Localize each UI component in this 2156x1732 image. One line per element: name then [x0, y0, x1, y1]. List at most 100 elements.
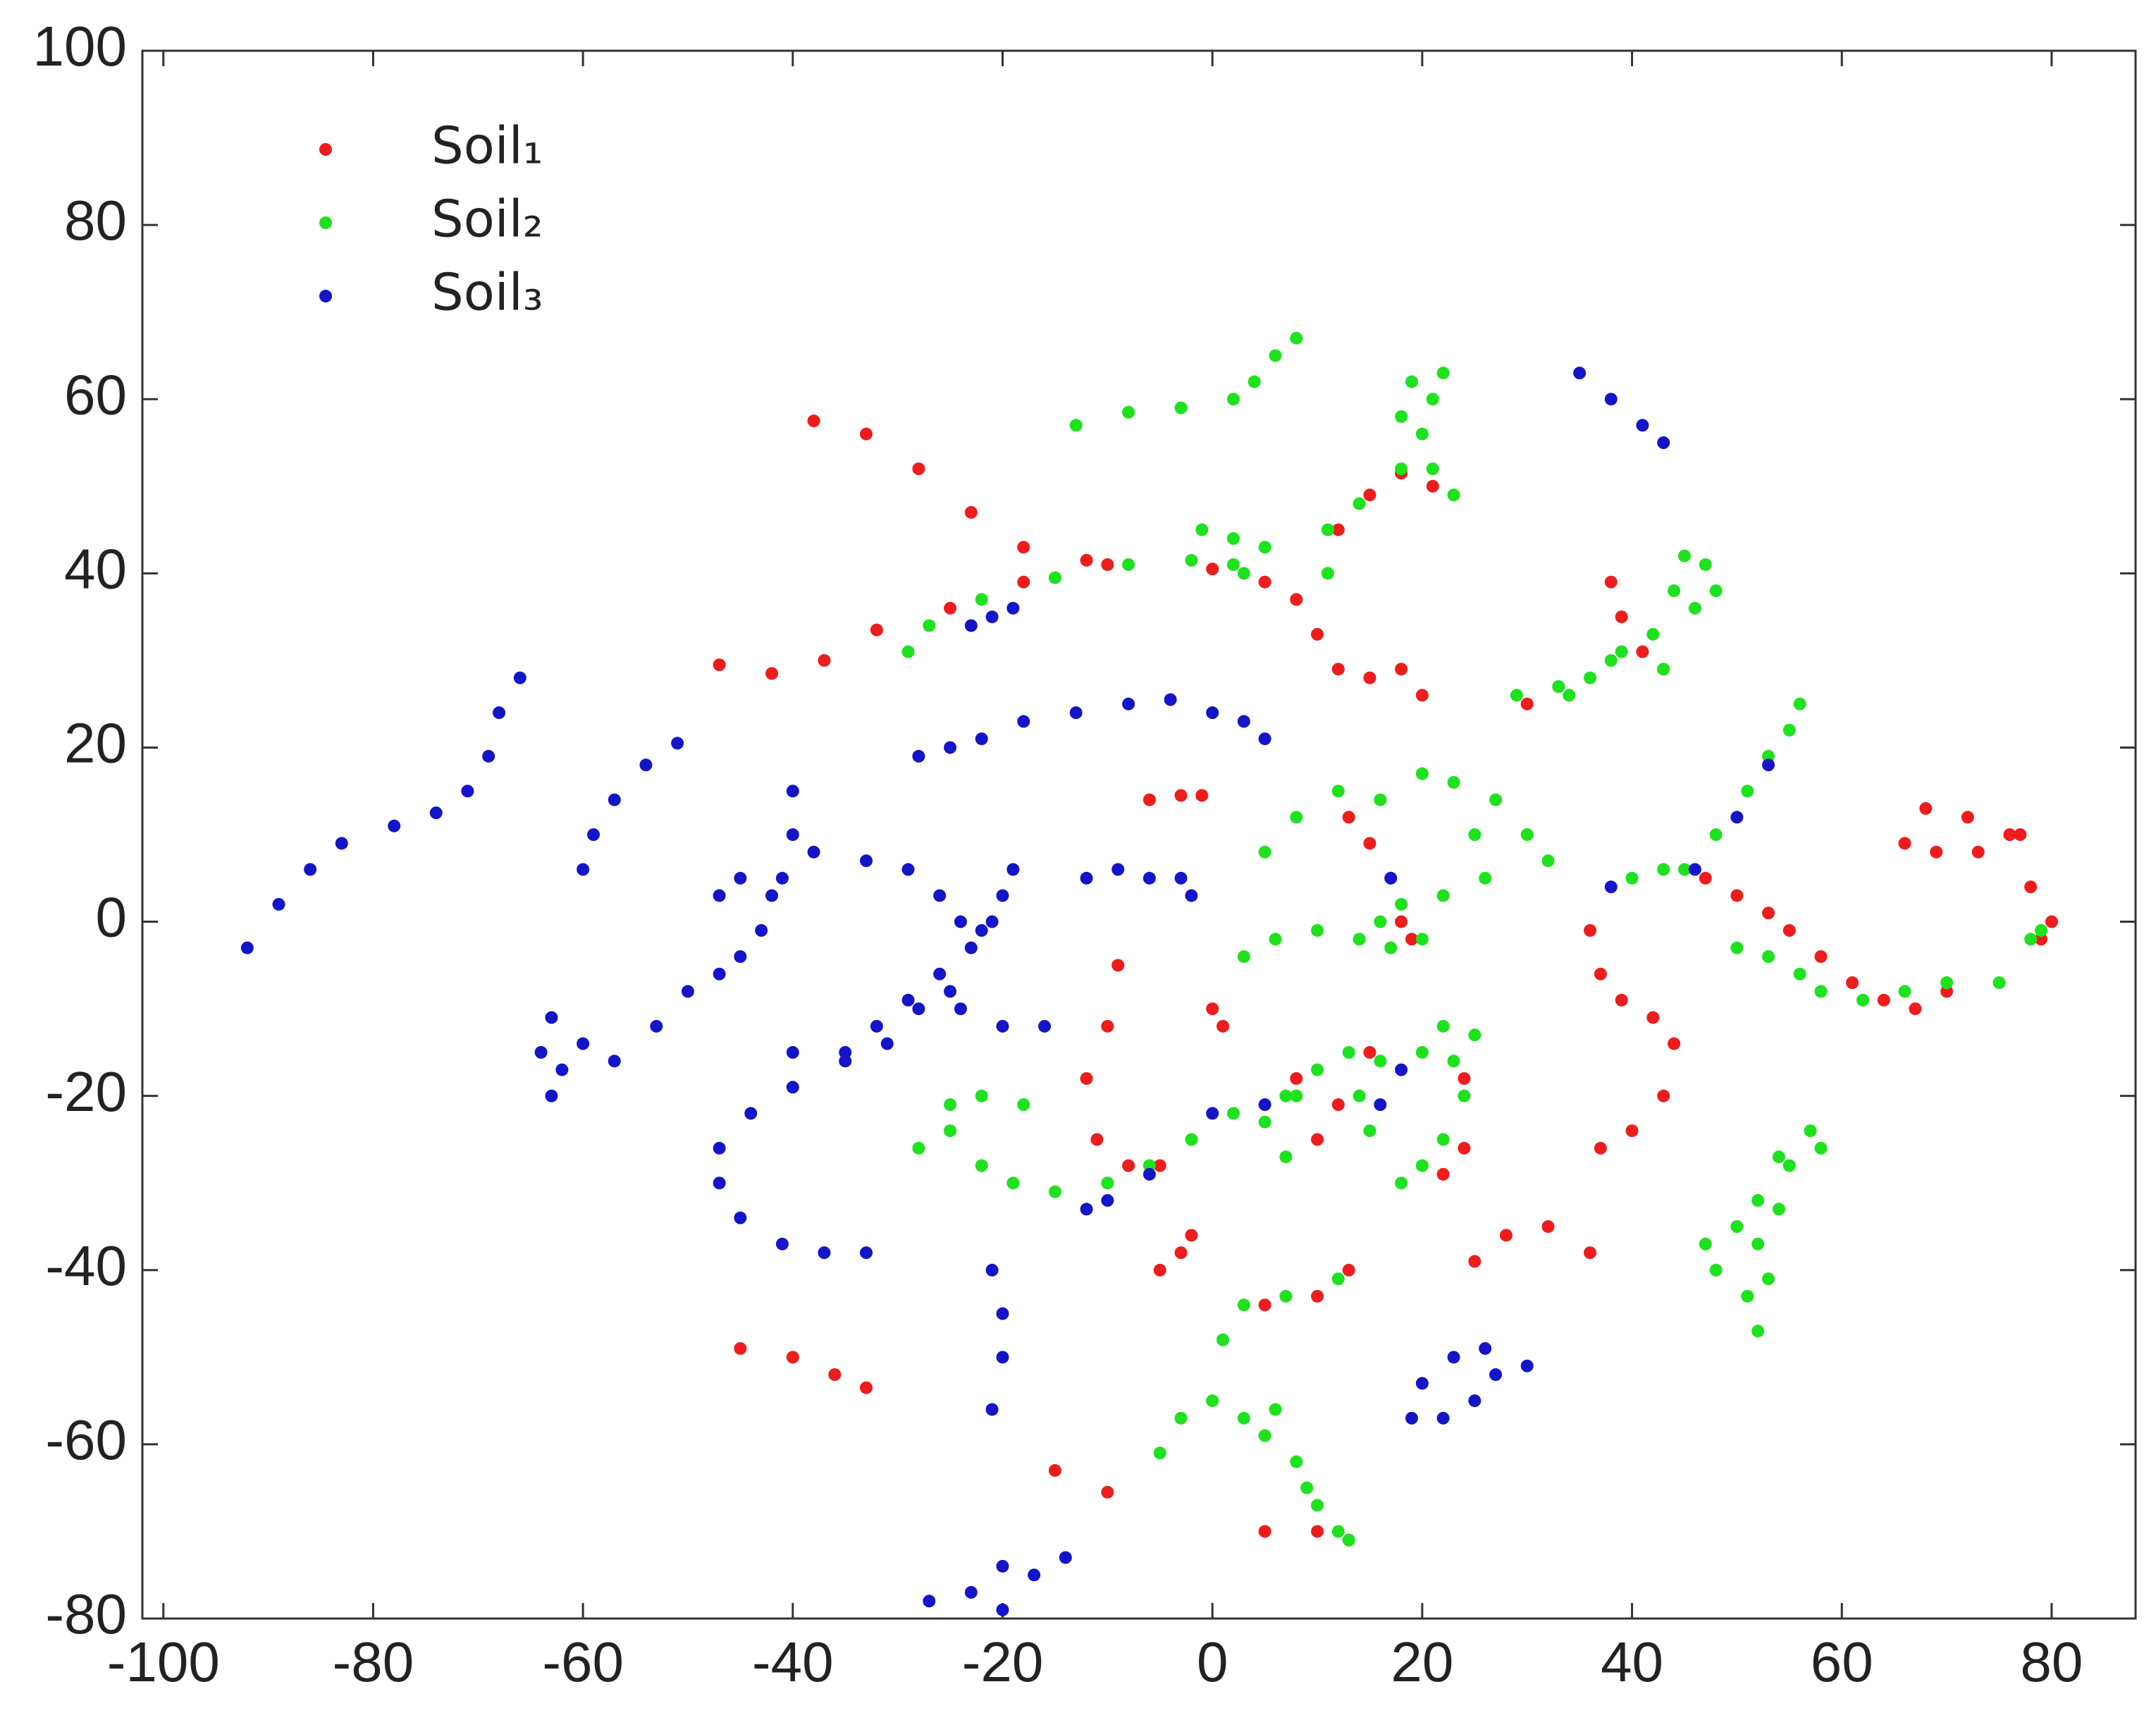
data-point — [1101, 1485, 1114, 1499]
data-point — [1395, 1177, 1408, 1190]
data-point — [1206, 706, 1219, 720]
data-point — [1279, 1150, 1293, 1164]
data-point — [1206, 563, 1219, 576]
data-point — [1353, 497, 1366, 510]
data-point — [1520, 828, 1534, 841]
data-point — [1269, 1403, 1282, 1416]
legend-label: Soil₃ — [431, 263, 543, 322]
x-tick-label: 20 — [1391, 1630, 1453, 1693]
data-point — [1646, 627, 1660, 641]
data-point — [1573, 367, 1587, 380]
data-point — [1226, 393, 1240, 406]
data-point — [1657, 1089, 1670, 1103]
data-point — [1594, 1141, 1607, 1155]
data-point — [996, 1307, 1009, 1320]
data-point — [1331, 663, 1345, 676]
data-point — [1395, 915, 1408, 928]
data-point — [996, 1559, 1009, 1573]
data-point — [713, 967, 726, 981]
data-point — [608, 1055, 621, 1068]
data-point — [1122, 697, 1135, 711]
data-point — [933, 889, 947, 902]
data-point — [1331, 1272, 1345, 1286]
data-point — [1017, 575, 1030, 589]
data-point — [461, 785, 474, 798]
data-point — [429, 806, 443, 820]
data-point — [870, 623, 883, 637]
data-point — [1142, 871, 1156, 885]
data-point — [1479, 871, 1492, 885]
data-point — [954, 1002, 967, 1016]
y-tick-label: 80 — [64, 189, 127, 252]
data-point — [1793, 697, 1806, 711]
data-point — [1782, 923, 1796, 937]
data-point — [1038, 1019, 1052, 1033]
data-point — [1468, 828, 1482, 841]
data-point — [1814, 950, 1828, 963]
data-point — [1699, 1237, 1712, 1251]
data-point — [1174, 789, 1188, 802]
y-tick-label: -40 — [45, 1234, 127, 1297]
data-point — [975, 923, 988, 937]
data-point — [1940, 985, 1954, 998]
data-point — [1300, 1481, 1314, 1494]
data-point — [1992, 976, 2006, 990]
data-point — [786, 1045, 799, 1059]
x-tick-label: -60 — [542, 1630, 624, 1693]
data-point — [1311, 627, 1324, 641]
data-point — [1290, 1071, 1303, 1085]
data-point — [1017, 715, 1030, 728]
y-tick-label: -60 — [45, 1408, 127, 1471]
data-point — [1237, 1298, 1250, 1312]
data-point — [1636, 645, 1649, 658]
data-point — [1363, 1124, 1376, 1138]
data-point — [1069, 419, 1083, 432]
data-point — [639, 758, 653, 772]
data-point — [1615, 645, 1628, 658]
data-point — [734, 950, 747, 963]
data-point — [1395, 462, 1408, 476]
data-point — [1688, 601, 1701, 615]
y-tick-label: -20 — [45, 1060, 127, 1123]
data-point — [1153, 1447, 1166, 1460]
data-point — [985, 1263, 999, 1277]
data-point — [1321, 523, 1334, 536]
data-point — [1415, 689, 1429, 702]
data-point — [944, 1124, 957, 1138]
data-point — [1699, 558, 1712, 571]
data-point — [1195, 523, 1209, 536]
data-point — [1762, 907, 1775, 920]
data-point — [1122, 558, 1135, 571]
x-tick-label: 40 — [1601, 1630, 1663, 1693]
data-point — [1258, 1298, 1271, 1312]
data-point — [1111, 959, 1125, 972]
data-point — [1447, 489, 1460, 502]
data-point — [964, 941, 978, 954]
data-point — [1374, 793, 1387, 806]
data-point — [1782, 723, 1796, 737]
data-point — [1940, 976, 1954, 990]
data-point — [786, 1081, 799, 1094]
y-tick-label: 20 — [64, 712, 127, 775]
data-point — [1374, 1055, 1387, 1068]
data-point — [1541, 1220, 1555, 1233]
data-point — [1741, 785, 1754, 798]
data-point — [944, 601, 957, 615]
data-point — [1195, 789, 1209, 802]
data-point — [2035, 923, 2048, 937]
data-point — [1730, 941, 1744, 954]
data-point — [304, 863, 317, 876]
data-point — [272, 897, 285, 911]
data-point — [1331, 523, 1345, 536]
data-point — [1216, 1333, 1230, 1346]
data-point — [1258, 575, 1271, 589]
data-point — [493, 706, 506, 720]
data-point — [1415, 767, 1429, 780]
data-point — [1395, 897, 1408, 911]
data-point — [765, 667, 779, 680]
data-point — [1405, 375, 1418, 388]
y-tick-label: 40 — [64, 537, 127, 600]
data-point — [912, 1002, 925, 1016]
data-point — [1709, 584, 1723, 598]
data-point — [1395, 1063, 1408, 1076]
